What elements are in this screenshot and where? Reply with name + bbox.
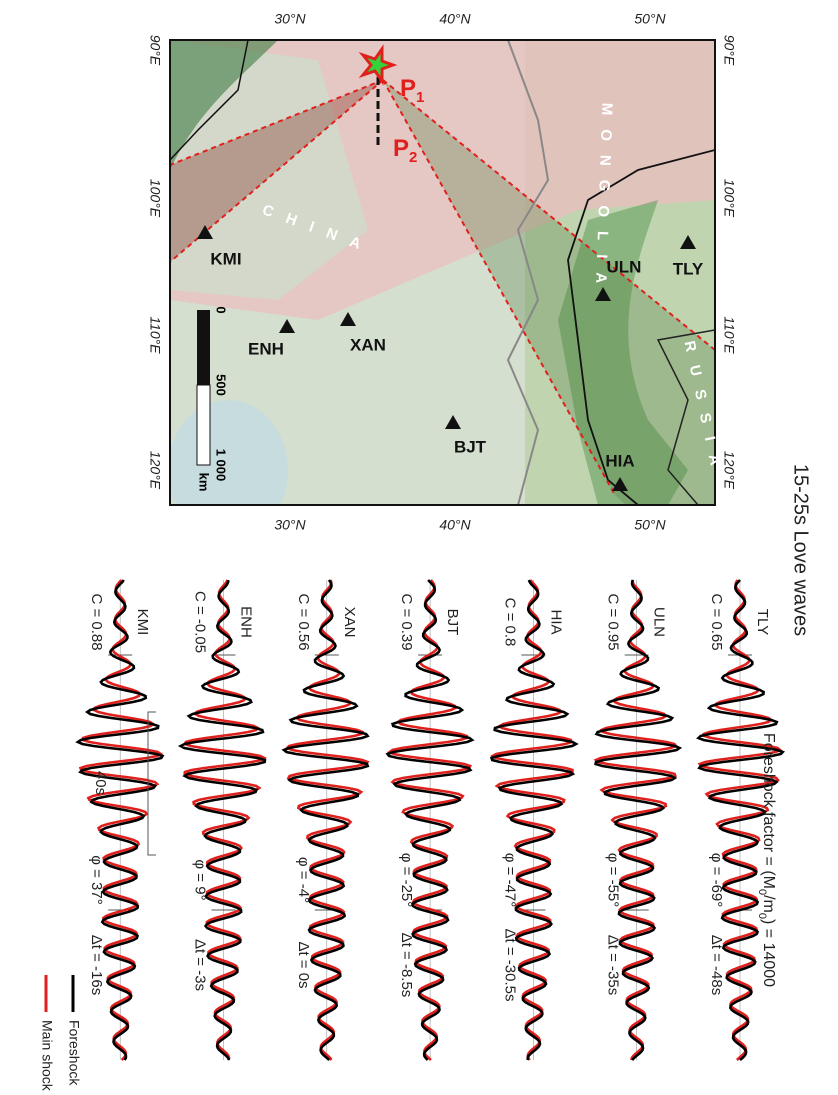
station-name: ULN	[651, 607, 668, 637]
lon-label: 90°E	[721, 35, 737, 66]
dt-label: Δt = -30.5s	[501, 929, 518, 1002]
lon-label: 120°E	[147, 451, 163, 490]
correlation: C = 0.88	[88, 593, 105, 650]
factor-part: ) = 14000	[760, 919, 777, 987]
station-name: BJT	[444, 609, 461, 636]
dt-label: Δt = 0s	[295, 941, 312, 988]
legend-label: Main shock	[39, 1020, 55, 1092]
foreshock-factor: Foreshock factor = (M0/m0) = 14000	[756, 733, 777, 987]
lon-label: 100°E	[147, 179, 163, 218]
station-label: HIA	[605, 451, 634, 470]
scale-label: 500	[214, 374, 229, 396]
correlation: C = -0.05	[192, 591, 209, 653]
phi-label: φ = 37°	[88, 855, 105, 905]
scale-label: 0	[214, 306, 229, 313]
lat-label: 40°N	[439, 517, 471, 533]
legend: Foreshock Main shock	[39, 975, 82, 1092]
station-name: TLY	[754, 609, 771, 635]
station-label: TLY	[673, 259, 704, 278]
lon-label: 110°E	[721, 316, 737, 354]
legend-label: Foreshock	[66, 1020, 82, 1086]
scale-bar	[197, 385, 210, 465]
lon-label: 90°E	[147, 35, 163, 66]
time-scale-label: 40s	[92, 771, 109, 795]
scale-label: 1 000	[214, 449, 229, 482]
dt-label: Δt = -3s	[192, 939, 209, 991]
lat-label: 50°N	[634, 11, 666, 27]
phi-label: φ = -47°	[501, 853, 518, 908]
correlation: C = 0.65	[708, 593, 725, 650]
station-name: KMI	[134, 609, 151, 636]
figure-title: 15-25s Love waves	[790, 464, 812, 636]
rotated-figure: 30°N 30°N 40°N 40°N 50°N 50°N 90°E 90°E 100°E 100…	[39, 11, 811, 1092]
station-label: KMI	[210, 249, 241, 268]
lat-label: 30°N	[274, 11, 306, 27]
correlation: C = 0.56	[295, 593, 312, 650]
lat-label: 50°N	[634, 517, 666, 533]
station-label: BJT	[454, 437, 487, 456]
scale-unit: km	[197, 473, 212, 492]
dt-label: Δt = -8.5s	[398, 933, 415, 998]
point-letter: P	[393, 135, 409, 162]
station-name: HIA	[547, 609, 564, 634]
station-label: ULN	[607, 257, 642, 276]
phi-label: φ = -4°	[295, 857, 312, 903]
dt-label: Δt = -35s	[605, 935, 622, 995]
lon-label: 110°E	[147, 316, 163, 354]
phi-label: φ = -55°	[605, 853, 622, 908]
station-label: XAN	[350, 335, 386, 354]
dt-label: Δt = -16s	[88, 935, 105, 995]
station-name: XAN	[341, 607, 358, 638]
lat-label: 30°N	[274, 517, 306, 533]
dt-label: Δt = -48s	[708, 935, 725, 995]
factor-part: /m	[760, 895, 777, 913]
correlation: C = 0.95	[605, 593, 622, 650]
correlation: C = 0.8	[501, 598, 518, 647]
point-sub: 1	[416, 89, 424, 106]
scale-bar	[197, 310, 210, 385]
waveforms: TLY C = 0.65 φ = -69° Δt = -48s ULN C = 0.95 φ…	[78, 580, 783, 1060]
lat-label: 40°N	[439, 11, 471, 27]
factor-part: Foreshock factor = (M	[760, 733, 777, 889]
lon-label: 100°E	[721, 179, 737, 218]
point-sub: 2	[409, 149, 417, 166]
phi-label: φ = 9°	[192, 859, 209, 900]
correlation: C = 0.39	[398, 593, 415, 650]
station-name: ENH	[238, 606, 255, 638]
phi-label: φ = -25°	[398, 853, 415, 908]
station-label: ENH	[248, 339, 284, 358]
point-letter: P	[400, 75, 416, 102]
figure: 30°N 30°N 40°N 40°N 50°N 50°N 90°E 90°E 100°E 100…	[0, 0, 838, 1095]
phi-label: φ = -69°	[708, 853, 725, 908]
